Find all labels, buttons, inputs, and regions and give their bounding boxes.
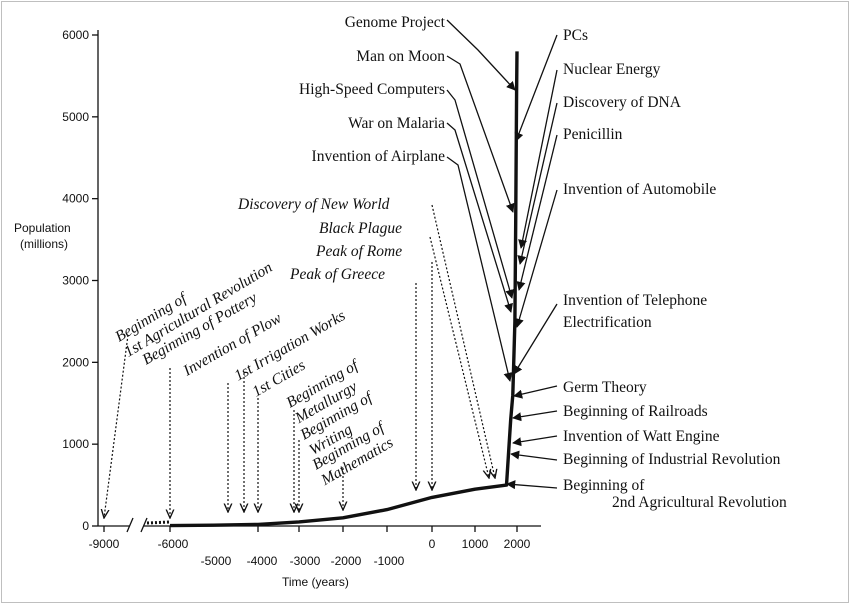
x-tick-label: -1000	[374, 554, 405, 568]
ann-man-on-moon: Man on Moon	[356, 48, 445, 65]
x-tick-label: 1000	[462, 537, 489, 551]
y-tick-label: 4000	[62, 192, 89, 206]
arrow-airplane	[446, 156, 513, 382]
series-dotted-start	[146, 520, 171, 525]
arrow-malaria	[446, 122, 513, 313]
ann-electrification: Electrification	[563, 314, 652, 331]
ann-invention-of-airplane: Invention of Airplane	[312, 148, 446, 165]
ann-beginning-of-railroads: Beginning of Railroads	[563, 403, 708, 420]
ann-penicillin: Penicillin	[563, 126, 623, 143]
arrow-genome	[446, 19, 516, 91]
y-tick-label: 5000	[62, 110, 89, 124]
x-tick-label: -4000	[247, 554, 278, 568]
x-tick-label: -9000	[89, 537, 120, 551]
y-tick-label: 3000	[62, 274, 89, 288]
arrow-dna	[517, 102, 558, 265]
y-ticks: 0 1000 2000 3000 4000 5000 6000	[62, 28, 98, 533]
left-annotations: Beginning of1st Agricultural Revolution …	[112, 196, 402, 489]
y-axis-unit: (millions)	[20, 237, 68, 251]
x-axis-label: Time (years)	[282, 575, 349, 589]
annotation-line: 1st Agricultural Revolution	[121, 259, 275, 361]
ann-germ-theory: Germ Theory	[563, 379, 647, 396]
y-axis-label: Population	[14, 221, 71, 235]
ann-genome-project: Genome Project	[345, 14, 446, 31]
ann-beginning-of-2nd-agri: Beginning of	[563, 477, 645, 494]
arrow-industrial-revolution	[510, 450, 558, 461]
ann-high-speed-computers: High-Speed Computers	[299, 81, 445, 98]
arrow-computers	[446, 89, 515, 299]
arrow-telephone	[513, 303, 558, 375]
ann-invention-of-telephone: Invention of Telephone	[563, 292, 707, 309]
axis-break-mark-2	[140, 517, 148, 533]
y-tick-label: 0	[82, 519, 89, 533]
arrow-penicillin	[516, 134, 558, 291]
ann-war-on-malaria: War on Malaria	[348, 115, 445, 132]
arrow-watt-engine	[512, 435, 558, 447]
arrow-new-world	[431, 204, 495, 478]
right-annotations: PCs Nuclear Energy Discovery of DNA Peni…	[563, 27, 787, 511]
ann-discovery-of-new-world: Discovery of New World	[237, 196, 390, 213]
y-tick-label: 6000	[62, 28, 89, 42]
x-ticks: -9000 -6000 0 1000 2000 -5000 -4000 -3000 -2000-…	[89, 526, 531, 568]
arrow-germ-theory	[513, 385, 558, 399]
arrow-nuclear-energy	[518, 69, 558, 249]
ann-black-plague: Black Plague	[319, 220, 402, 237]
ann-industrial-revolution: Beginning of Industrial Revolution	[563, 451, 781, 468]
ann-peak-of-greece: Peak of Greece	[289, 266, 385, 283]
ann-invention-of-watt-engine: Invention of Watt Engine	[563, 428, 720, 445]
y-tick-label: 2000	[62, 355, 89, 369]
x-tick-label: 2000	[504, 537, 531, 551]
x-tick-label: 0	[429, 537, 436, 551]
x-tick-label: -6000	[158, 537, 189, 551]
ann-discovery-of-dna: Discovery of DNA	[563, 94, 682, 111]
top-left-annotations: Genome Project Man on Moon High-Speed Co…	[299, 14, 446, 165]
ann-2nd-agricultural-revolution: 2nd Agricultural Revolution	[612, 494, 787, 511]
arrow-moon	[446, 55, 515, 213]
axis-break-mark-1	[126, 517, 134, 533]
x-tick-label: -5000	[201, 554, 232, 568]
arrow-2nd-agri	[506, 480, 558, 490]
population-series-line	[169, 51, 519, 528]
right-annotation-arrows	[506, 34, 558, 490]
arrow-automobile	[514, 189, 558, 328]
x-tick-label: -2000	[331, 554, 362, 568]
arrow-pcs	[514, 34, 558, 142]
y-tick-label: 1000	[62, 437, 89, 451]
ann-peak-of-rome: Peak of Rome	[315, 243, 402, 260]
arrow-1st-agri	[104, 334, 129, 518]
arrow-plague	[429, 236, 489, 478]
top-left-annotation-arrows	[446, 19, 516, 382]
x-tick-label: -3000	[290, 554, 321, 568]
ann-invention-of-automobile: Invention of Automobile	[563, 181, 716, 198]
ann-nuclear-energy: Nuclear Energy	[563, 61, 661, 78]
ann-pcs: PCs	[563, 27, 588, 44]
arrow-railroads	[512, 410, 558, 422]
left-annotation-arrows	[104, 204, 495, 518]
